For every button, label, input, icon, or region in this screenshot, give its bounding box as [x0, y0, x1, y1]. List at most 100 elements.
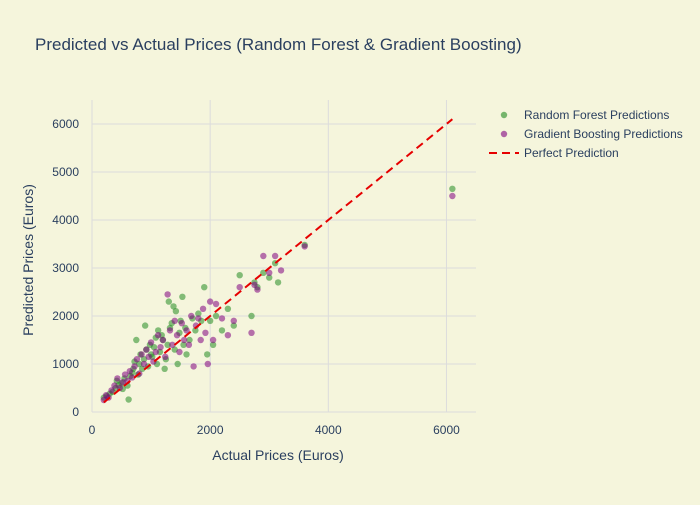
gradient-boosting-point — [147, 339, 155, 346]
gradient-boosting-point — [204, 360, 211, 368]
gradient-boosting-point — [154, 332, 162, 339]
gradient-boosting-point — [236, 284, 243, 291]
random-forest-point — [139, 365, 146, 372]
gradient-boosting-point — [224, 332, 232, 339]
x-tick-label: 4000 — [315, 423, 342, 437]
gradient-boosting-point — [254, 286, 261, 293]
gradient-boosting-point — [178, 320, 185, 327]
legend-label: Random Forest Predictions — [524, 108, 669, 122]
gradient-boosting-point — [111, 382, 118, 389]
random-forest-point — [141, 322, 149, 329]
gradient-boosting-point — [206, 298, 214, 305]
legend-marker-icon — [500, 111, 508, 119]
gradient-boosting-point — [128, 374, 136, 381]
gradient-boosting-point — [183, 327, 190, 334]
gradient-boosting-point — [266, 269, 273, 276]
gradient-boosting-point — [108, 387, 115, 394]
random-forest-point — [183, 351, 190, 358]
legend-item-gradient-boosting[interactable]: Gradient Boosting Predictions — [500, 127, 683, 141]
random-forest-point — [204, 351, 211, 358]
random-forest-point — [180, 341, 187, 348]
gradient-boosting-point — [126, 368, 134, 375]
gradient-boosting-point — [140, 360, 148, 368]
x-axis-title: Actual Prices (Euros) — [212, 447, 343, 463]
random-forest-point — [150, 344, 158, 351]
gradient-boosting-point — [164, 291, 171, 298]
gradient-boosting-point — [199, 305, 207, 312]
random-forest-point — [133, 336, 140, 344]
gradient-boosting-point — [180, 336, 188, 344]
random-forest-point — [136, 360, 143, 368]
gradient-boosting-point — [152, 348, 160, 356]
gradient-boosting-point — [121, 371, 129, 378]
x-tick-label: 0 — [89, 423, 96, 437]
y-tick-label: 4000 — [52, 213, 79, 227]
gradient-boosting-point — [169, 341, 176, 348]
gradient-boosting-point — [171, 317, 178, 324]
random-forest-point — [172, 308, 180, 315]
random-forest-point — [186, 336, 193, 344]
legend[interactable]: Random Forest Predictions Gradient Boosti… — [489, 108, 683, 160]
random-forest-point — [236, 272, 243, 279]
random-forest-point — [192, 327, 199, 334]
y-tick-label: 2000 — [52, 309, 79, 323]
random-forest-point — [140, 356, 148, 363]
gradient-boosting-point — [301, 243, 308, 250]
random-forest-point — [170, 303, 177, 310]
chart-title: Predicted vs Actual Prices (Random Fores… — [35, 35, 522, 54]
random-forest-point — [218, 327, 226, 334]
gradient-boosting-point — [143, 346, 150, 353]
random-forest-point — [174, 360, 181, 368]
gradient-boosting-point — [166, 327, 174, 334]
random-forest-point — [164, 341, 171, 348]
axis-labels: 0 2000 4000 6000 0 1000 2000 3000 4000 5000 6000 — [52, 117, 460, 437]
gradient-boosting-point — [212, 300, 220, 308]
random-forest-point — [230, 322, 237, 329]
gradient-boosting-point — [159, 336, 167, 344]
perfect-prediction-line — [103, 118, 453, 404]
gradient-boosting-point — [173, 332, 181, 339]
gradient-boosting-point — [114, 375, 121, 382]
gradient-boosting-point — [197, 336, 204, 344]
gradient-boosting-point — [131, 363, 138, 370]
y-tick-label: 0 — [72, 405, 79, 419]
gradient-boosting-point — [209, 336, 217, 344]
gradient-boosting-point — [190, 363, 197, 370]
y-tick-label: 3000 — [52, 261, 79, 275]
legend-item-perfect-prediction[interactable]: Perfect Prediction — [489, 146, 619, 160]
legend-item-random-forest[interactable]: Random Forest Predictions — [500, 108, 670, 122]
x-tick-label: 6000 — [433, 423, 460, 437]
random-forest-point — [165, 298, 172, 305]
random-forest-point — [125, 396, 132, 403]
gradient-boosting-point — [260, 252, 267, 260]
gradient-boosting-point — [162, 353, 169, 360]
random-forest-point — [248, 312, 255, 320]
random-forest-point — [154, 327, 162, 334]
random-forest-point — [449, 185, 456, 192]
y-tick-label: 6000 — [52, 117, 79, 131]
gradient-boosting-point — [248, 329, 255, 336]
gradient-boosting-point — [145, 353, 152, 360]
gradient-boosting-point — [157, 344, 164, 351]
gradient-boosting-point — [195, 315, 202, 322]
scatter-points — [100, 185, 456, 404]
gradient-boosting-point — [133, 356, 141, 363]
gradient-boosting-point — [138, 351, 145, 358]
y-tick-label: 5000 — [52, 165, 79, 179]
random-forest-point — [179, 293, 186, 300]
gradient-boosting-point — [277, 267, 285, 274]
random-forest-point — [195, 310, 202, 317]
gradient-boosting-point — [202, 329, 209, 336]
reference-line-layer — [103, 118, 453, 404]
gradient-boosting-point — [449, 192, 456, 200]
random-forest-point — [201, 284, 208, 291]
random-forest-point — [260, 269, 267, 276]
gradient-boosting-point — [188, 312, 195, 320]
random-forest-point — [171, 346, 178, 353]
random-forest-point — [206, 317, 214, 324]
legend-marker-icon — [500, 130, 508, 138]
random-forest-point — [266, 274, 273, 281]
gradient-boosting-point — [185, 341, 193, 348]
x-tick-label: 2000 — [197, 423, 224, 437]
